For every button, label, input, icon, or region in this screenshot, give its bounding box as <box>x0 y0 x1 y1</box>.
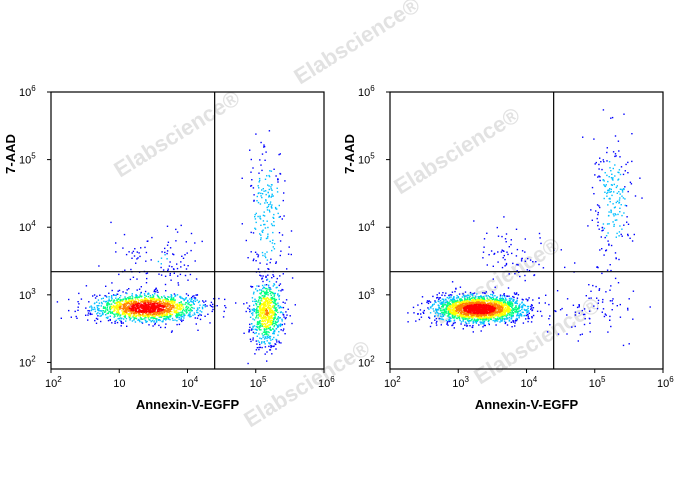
watermark-layer: Elabscience®Elabscience®Elabscience®Elab… <box>109 0 604 432</box>
y-tick-label: 102 <box>358 354 375 369</box>
y-axis-label: 7-AAD <box>342 134 357 174</box>
x-tick-label: 105 <box>250 375 267 390</box>
y-tick-label: 103 <box>19 287 36 302</box>
flow-plot-2: 102 103 104 105 106 102 103 104 105 106 Annexin-V-… <box>342 84 674 412</box>
y-tick-label: 103 <box>358 287 375 302</box>
x-axis-label: Annexin-V-EGFP <box>475 397 579 412</box>
flow-plot-1: 102 10 104 105 106 102 103 104 105 106 Annexin-V-E… <box>3 84 335 412</box>
y-tick-label: 105 <box>19 152 36 167</box>
x-axis-label: Annexin-V-EGFP <box>136 397 240 412</box>
events-scatter <box>56 130 296 365</box>
x-tick-label: 103 <box>452 375 469 390</box>
y-tick-label: 102 <box>19 354 36 369</box>
x-tick-label: 106 <box>318 375 335 390</box>
plots: 102 10 104 105 106 102 103 104 105 106 Annexin-V-E… <box>3 84 674 412</box>
y-tick-label: 104 <box>358 219 375 234</box>
y-tick-label: 104 <box>19 219 36 234</box>
x-tick-label: 102 <box>45 375 62 390</box>
y-axis-label: 7-AAD <box>3 134 18 174</box>
events-scatter <box>407 109 651 347</box>
watermark-text: Elabscience® <box>389 102 524 199</box>
watermark-text: Elabscience® <box>289 0 424 89</box>
y-tick-label: 106 <box>19 84 36 99</box>
y-tick-label: 105 <box>358 152 375 167</box>
x-tick-label: 106 <box>657 375 674 390</box>
y-tick-label: 106 <box>358 84 375 99</box>
x-tick-label: 105 <box>589 375 606 390</box>
x-tick-label: 104 <box>521 375 538 390</box>
watermark-text: Elabscience® <box>109 85 244 182</box>
x-tick-label: 102 <box>384 375 401 390</box>
x-tick-label: 104 <box>182 375 199 390</box>
x-tick-label: 10 <box>113 378 125 390</box>
plot-frame <box>389 91 664 370</box>
